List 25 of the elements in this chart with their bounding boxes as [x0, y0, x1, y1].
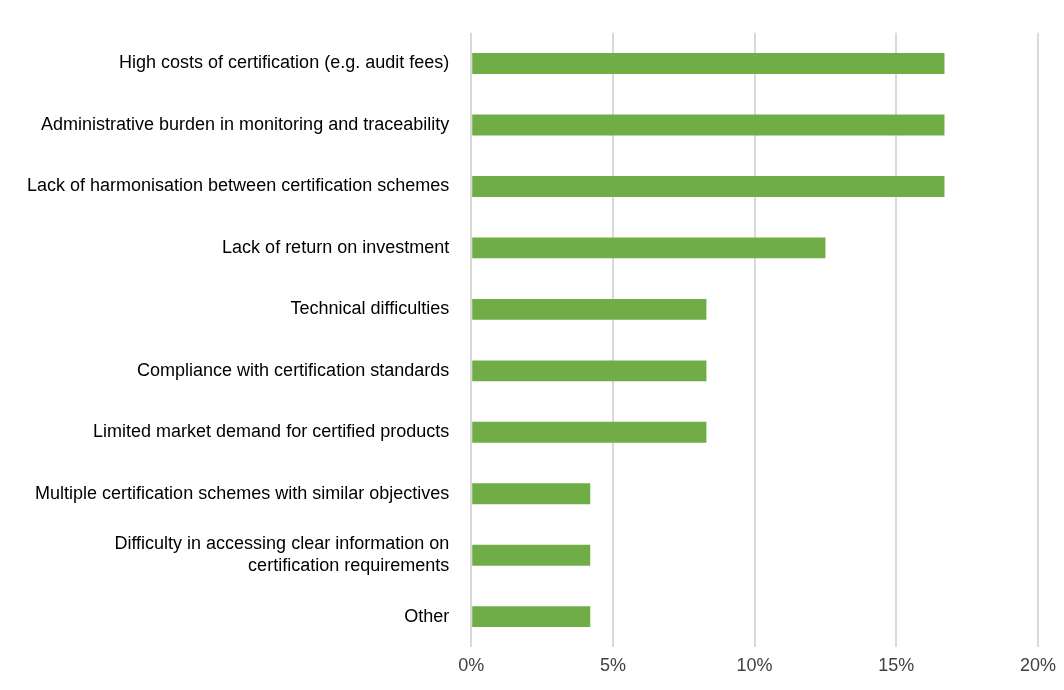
bar: [472, 298, 707, 320]
bar: [472, 483, 591, 505]
y-tick-label: Compliance with certification standards: [137, 359, 450, 380]
y-tick-label: High costs of certification (e.g. audit fees): [119, 52, 450, 73]
bar: [472, 360, 707, 382]
y-tick-label: Lack of harmonisation between certification schemes: [27, 175, 450, 196]
bar: [472, 114, 945, 136]
x-tick-label: 20%: [1019, 655, 1056, 676]
x-tick-label: 10%: [736, 655, 773, 676]
bar: [472, 176, 945, 197]
y-tick-label: Administrative burden in monitoring and traceability: [41, 113, 450, 134]
y-tick-label: Limited market demand for certified products: [93, 421, 450, 442]
y-tick-label: Technical difficulties: [290, 298, 450, 319]
bar: [472, 544, 591, 566]
x-tick-label: 5%: [599, 655, 626, 676]
bar: [472, 53, 945, 74]
bar: [472, 421, 707, 443]
y-tick-label: Other: [404, 605, 450, 626]
bar: [472, 237, 826, 259]
y-tick-label: Multiple certification schemes with similar objectives: [35, 482, 450, 503]
bar: [472, 606, 591, 628]
x-tick-label: 15%: [878, 655, 915, 676]
x-tick-label: 0%: [458, 655, 485, 676]
y-tick-label: Lack of return on investment: [222, 236, 450, 257]
y-tick-label: Difficulty in accessing clear information on certification requirements: [114, 533, 450, 575]
